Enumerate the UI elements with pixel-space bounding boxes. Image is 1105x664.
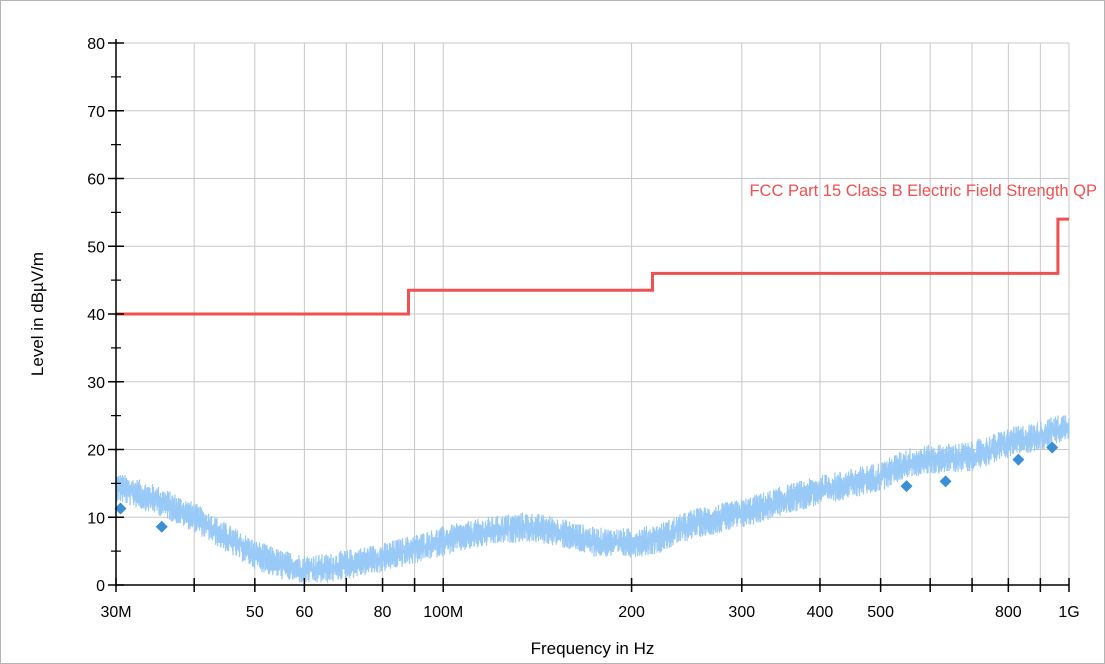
x-tick-label: 800 bbox=[995, 604, 1022, 621]
y-tick-label: 70 bbox=[87, 104, 105, 121]
qp-markers bbox=[114, 441, 1059, 533]
x-tick-label: 500 bbox=[867, 604, 894, 621]
qp-marker bbox=[155, 520, 168, 533]
x-tick-label: 300 bbox=[728, 604, 755, 621]
y-tick-label: 10 bbox=[87, 510, 105, 527]
x-tick-label: 400 bbox=[807, 604, 834, 621]
limit-line bbox=[116, 217, 1069, 316]
y-tick-label: 20 bbox=[87, 443, 105, 460]
x-axis-title: Frequency in Hz bbox=[531, 639, 655, 658]
limit-line-label: FCC Part 15 Class B Electric Field Stren… bbox=[749, 182, 1097, 200]
x-tick-label: 30M bbox=[100, 604, 131, 621]
qp-marker bbox=[1046, 441, 1059, 454]
x-tick-label: 1G bbox=[1058, 604, 1079, 621]
limit-line-path bbox=[116, 217, 1069, 316]
qp-marker bbox=[900, 480, 913, 493]
x-tick-label: 50 bbox=[246, 604, 264, 621]
qp-marker bbox=[939, 475, 952, 488]
peak-trace bbox=[115, 415, 1070, 583]
peak-trace-path bbox=[115, 415, 1070, 583]
axes bbox=[108, 39, 1070, 592]
y-tick-label: 0 bbox=[96, 578, 105, 595]
y-tick-label: 80 bbox=[87, 36, 105, 53]
y-tick-label: 60 bbox=[87, 172, 105, 189]
tick-labels: 0 10 20 30 40 50 60 70 80 30M 50 60 80 100M 200 300 400 5… bbox=[87, 36, 1079, 621]
y-tick-label: 40 bbox=[87, 307, 105, 324]
y-tick-label: 30 bbox=[87, 375, 105, 392]
x-tick-label: 200 bbox=[618, 604, 645, 621]
qp-marker bbox=[114, 502, 127, 515]
y-tick-label: 50 bbox=[87, 239, 105, 256]
y-axis-title: Level in dBµV/m bbox=[28, 252, 47, 376]
x-tick-label: 60 bbox=[295, 604, 313, 621]
x-tick-label: 80 bbox=[374, 604, 392, 621]
x-tick-label: 100M bbox=[423, 604, 463, 621]
qp-marker bbox=[1012, 453, 1025, 466]
